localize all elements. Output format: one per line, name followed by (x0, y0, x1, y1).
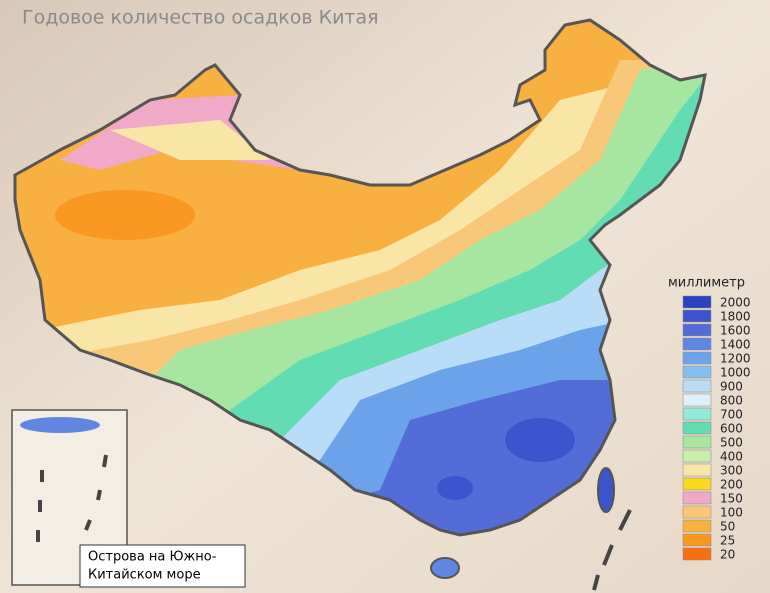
legend-swatch (682, 547, 712, 561)
legend-label: 700 (720, 408, 743, 422)
legend-label: 100 (720, 506, 743, 520)
inset-label: Острова на Южно- (88, 550, 217, 565)
legend-label: 25 (720, 534, 735, 548)
legend-label: 300 (720, 464, 743, 478)
legend-swatch (682, 295, 712, 309)
taiwan (597, 467, 615, 513)
legend-label: 400 (720, 450, 743, 464)
legend-swatch (682, 421, 712, 435)
legend-swatch (682, 463, 712, 477)
legend-swatch (682, 337, 712, 351)
legend-label: 20 (720, 548, 735, 562)
legend-label: 150 (720, 492, 743, 506)
inset: Острова на Южно- Китайском море (11, 409, 246, 588)
legend-swatch (682, 491, 712, 505)
legend-label: 1000 (720, 366, 751, 380)
legend-label: 800 (720, 394, 743, 408)
legend-swatch (682, 435, 712, 449)
legend-swatch (682, 379, 712, 393)
legend-swatch (682, 519, 712, 533)
title: Годовое количество осадков Китая (22, 7, 379, 29)
legend-label: 900 (720, 380, 743, 394)
legend-swatch (682, 477, 712, 491)
legend-label: 500 (720, 436, 743, 450)
legend-label: 600 (720, 422, 743, 436)
legend-label: 1400 (720, 338, 751, 352)
legend-swatch (682, 407, 712, 421)
hainan (430, 557, 460, 579)
legend-label: 1600 (720, 324, 751, 338)
legend-swatch (682, 351, 712, 365)
legend-label: 1200 (720, 352, 751, 366)
legend-swatch (682, 323, 712, 337)
legend-swatch (682, 505, 712, 519)
legend-label: 50 (720, 520, 735, 534)
legend-swatch (682, 309, 712, 323)
legend-swatch (682, 449, 712, 463)
legend-swatch (682, 533, 712, 547)
inset-label: Китайском море (88, 568, 201, 583)
legend: 2000180016001400120010009008007006005004… (682, 295, 751, 562)
legend-label: 1800 (720, 310, 751, 324)
legend-swatch (682, 393, 712, 407)
legend-title: миллиметр (668, 276, 745, 291)
legend-label: 2000 (720, 296, 751, 310)
legend-swatch (682, 365, 712, 379)
legend-label: 200 (720, 478, 743, 492)
dashed-border (592, 509, 632, 591)
